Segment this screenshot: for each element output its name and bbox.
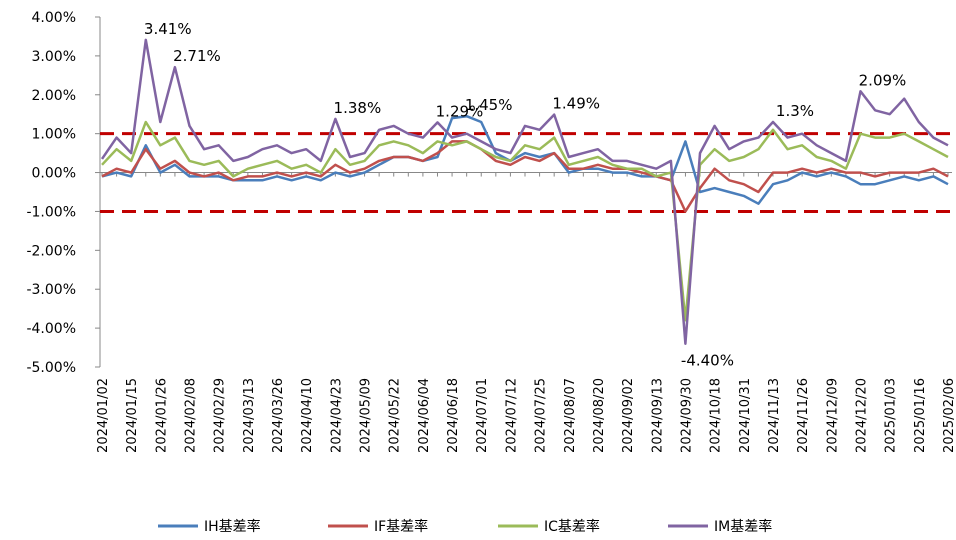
- value-label: 2.71%: [173, 47, 221, 65]
- x-tick-label: 2024/09/02: [621, 378, 636, 453]
- x-tick-label: 2024/04/10: [300, 378, 315, 453]
- value-label: 1.3%: [776, 102, 814, 120]
- x-tick-label: 2025/01/16: [913, 378, 928, 453]
- x-tick-label: 2024/07/25: [534, 378, 549, 453]
- x-tick-label: 2024/04/23: [329, 378, 344, 453]
- x-tick-label: 2024/10/18: [709, 378, 724, 453]
- y-tick-label: 2.00%: [32, 88, 76, 104]
- legend-label: IM基差率: [714, 518, 772, 535]
- x-tick-label: 2025/01/03: [884, 378, 899, 453]
- series-line: [101, 114, 949, 205]
- value-label: 1.45%: [465, 96, 513, 114]
- y-tick-label: 0.00%: [32, 166, 76, 182]
- x-tick-label: 2024/06/04: [417, 378, 432, 453]
- value-label: 1.49%: [552, 95, 600, 113]
- legend: IH基差率 IF基差率 IC基差率 IM基差率: [158, 518, 772, 535]
- x-tick-label: 2024/10/31: [738, 378, 753, 453]
- series-line: [101, 140, 949, 213]
- y-tick-label: -5.00%: [26, 360, 76, 376]
- value-label: 3.41%: [144, 20, 192, 38]
- x-tick-label: 2024/02/08: [184, 378, 199, 453]
- x-tick-label: 2024/03/26: [271, 378, 286, 453]
- x-tick-label: 2024/12/20: [854, 378, 869, 453]
- x-tick-label: 2024/01/15: [125, 378, 140, 453]
- x-tick-label: 2024/09/13: [650, 378, 665, 453]
- y-tick-label: -2.00%: [26, 243, 76, 259]
- x-tick-label: 2024/06/18: [446, 378, 461, 453]
- x-tick-label: 2024/11/26: [796, 378, 811, 453]
- x-tick-label: 2024/05/22: [388, 378, 403, 453]
- value-label: 1.29%: [436, 102, 484, 120]
- value-label: -4.40%: [681, 352, 734, 370]
- x-tick-label: 2024/11/13: [767, 378, 782, 453]
- y-tick-label: 4.00%: [32, 10, 76, 26]
- legend-label: IH基差率: [204, 518, 261, 535]
- value-label: 1.38%: [334, 99, 382, 117]
- y-tick-label: -3.00%: [26, 282, 76, 298]
- x-tick-label: 2024/02/29: [213, 378, 228, 453]
- x-tick-label: 2024/07/12: [504, 378, 519, 453]
- legend-label: IF基差率: [374, 518, 428, 535]
- legend-label: IC基差率: [544, 518, 600, 535]
- x-tick-label: 2024/01/26: [154, 378, 169, 453]
- series-line: [100, 38, 949, 345]
- x-tick-label: 2024/05/09: [359, 378, 374, 453]
- x-tick-label: 2024/03/13: [242, 378, 257, 453]
- x-tick-label: 2025/02/06: [942, 378, 956, 453]
- series-line: [101, 120, 949, 322]
- x-tick-label: 2024/08/20: [592, 378, 607, 453]
- y-tick-label: 3.00%: [32, 49, 76, 65]
- x-tick-label: 2024/01/02: [96, 378, 111, 453]
- value-label: 2.09%: [859, 71, 907, 89]
- x-tick-label: 2024/12/09: [825, 378, 840, 453]
- y-tick-label: 1.00%: [32, 127, 76, 143]
- y-tick-label: -4.00%: [26, 321, 76, 337]
- y-tick-label: -1.00%: [26, 204, 76, 220]
- x-tick-label: 2024/09/30: [679, 378, 694, 453]
- x-tick-label: 2024/08/07: [563, 378, 578, 453]
- x-tick-label: 2024/07/01: [475, 378, 490, 453]
